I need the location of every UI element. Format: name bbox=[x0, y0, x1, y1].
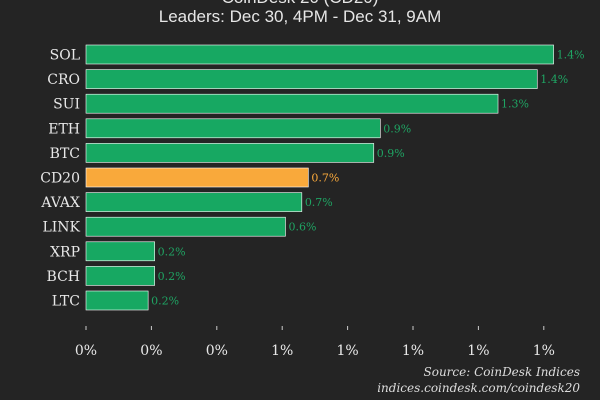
data-label: 1.4% bbox=[540, 73, 568, 86]
category-label: CD20 bbox=[40, 171, 80, 187]
x-tick-label: 0% bbox=[75, 343, 97, 359]
chart-title: CoinDesk 20 (CD20) bbox=[0, 0, 600, 8]
category-label: SUI bbox=[53, 97, 80, 113]
bar-sui bbox=[85, 93, 499, 114]
x-tick-label: 1% bbox=[336, 343, 358, 359]
x-tick-label: 0% bbox=[140, 343, 162, 359]
bar-sol bbox=[85, 44, 554, 65]
bar-ltc bbox=[85, 290, 149, 311]
data-label: 0.6% bbox=[288, 221, 316, 234]
data-label: 0.2% bbox=[158, 270, 186, 283]
source-label: Source: CoinDesk Indices bbox=[423, 365, 581, 379]
data-label: 1.4% bbox=[557, 49, 585, 62]
x-tick-label: 1% bbox=[533, 343, 555, 359]
bar-xrp bbox=[85, 241, 155, 262]
bar-avax bbox=[85, 192, 303, 212]
bar-btc bbox=[85, 143, 375, 163]
bar-cro bbox=[85, 69, 538, 89]
data-label: 0.2% bbox=[158, 245, 186, 258]
category-label: CRO bbox=[47, 72, 80, 88]
category-label: LINK bbox=[42, 220, 80, 236]
x-tick-label: 1% bbox=[402, 343, 424, 359]
bar-link bbox=[85, 216, 286, 237]
data-label: 0.2% bbox=[151, 295, 179, 308]
source-url: indices.coindesk.com/coindesk20 bbox=[377, 381, 580, 395]
bar-eth bbox=[85, 118, 381, 139]
category-label: SOL bbox=[50, 48, 80, 64]
category-label: AVAX bbox=[40, 195, 80, 211]
data-label: 0.7% bbox=[311, 172, 339, 185]
data-label: 1.3% bbox=[501, 98, 529, 111]
x-tick-label: 1% bbox=[467, 343, 489, 359]
category-label: BTC bbox=[50, 146, 80, 162]
category-label: BCH bbox=[47, 269, 80, 285]
bar-bch bbox=[85, 266, 155, 286]
chart-subtitle: Leaders: Dec 30, 4PM - Dec 31, 9AM bbox=[158, 7, 442, 26]
data-label: 0.9% bbox=[377, 147, 405, 160]
x-tick-label: 0% bbox=[206, 343, 228, 359]
bar-cd20 bbox=[85, 167, 309, 188]
category-label: LTC bbox=[52, 294, 80, 310]
data-label: 0.9% bbox=[383, 122, 411, 135]
x-tick-label: 1% bbox=[271, 343, 293, 359]
data-label: 0.7% bbox=[305, 196, 333, 209]
category-label: ETH bbox=[48, 121, 80, 137]
category-label: XRP bbox=[50, 244, 80, 260]
